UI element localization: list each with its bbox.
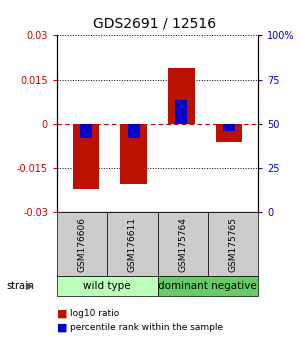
Text: GDS2691 / 12516: GDS2691 / 12516 <box>93 16 216 30</box>
Text: ■: ■ <box>57 308 68 318</box>
Text: ▶: ▶ <box>26 281 34 291</box>
Bar <box>216 124 242 142</box>
Text: wild type: wild type <box>83 281 131 291</box>
Bar <box>120 124 147 184</box>
Text: GSM175764: GSM175764 <box>178 217 187 272</box>
Bar <box>128 124 140 138</box>
Bar <box>73 124 99 189</box>
Text: GSM175765: GSM175765 <box>228 217 237 272</box>
Bar <box>223 124 235 131</box>
Text: strain: strain <box>6 281 34 291</box>
Text: log10 ratio: log10 ratio <box>70 309 120 318</box>
Text: dominant negative: dominant negative <box>158 281 257 291</box>
Text: GSM176606: GSM176606 <box>78 217 87 272</box>
Text: percentile rank within the sample: percentile rank within the sample <box>70 323 224 332</box>
Text: GSM176611: GSM176611 <box>128 217 137 272</box>
Text: ■: ■ <box>57 322 68 332</box>
Bar <box>80 124 92 138</box>
Bar <box>176 100 188 124</box>
Bar <box>168 68 195 124</box>
